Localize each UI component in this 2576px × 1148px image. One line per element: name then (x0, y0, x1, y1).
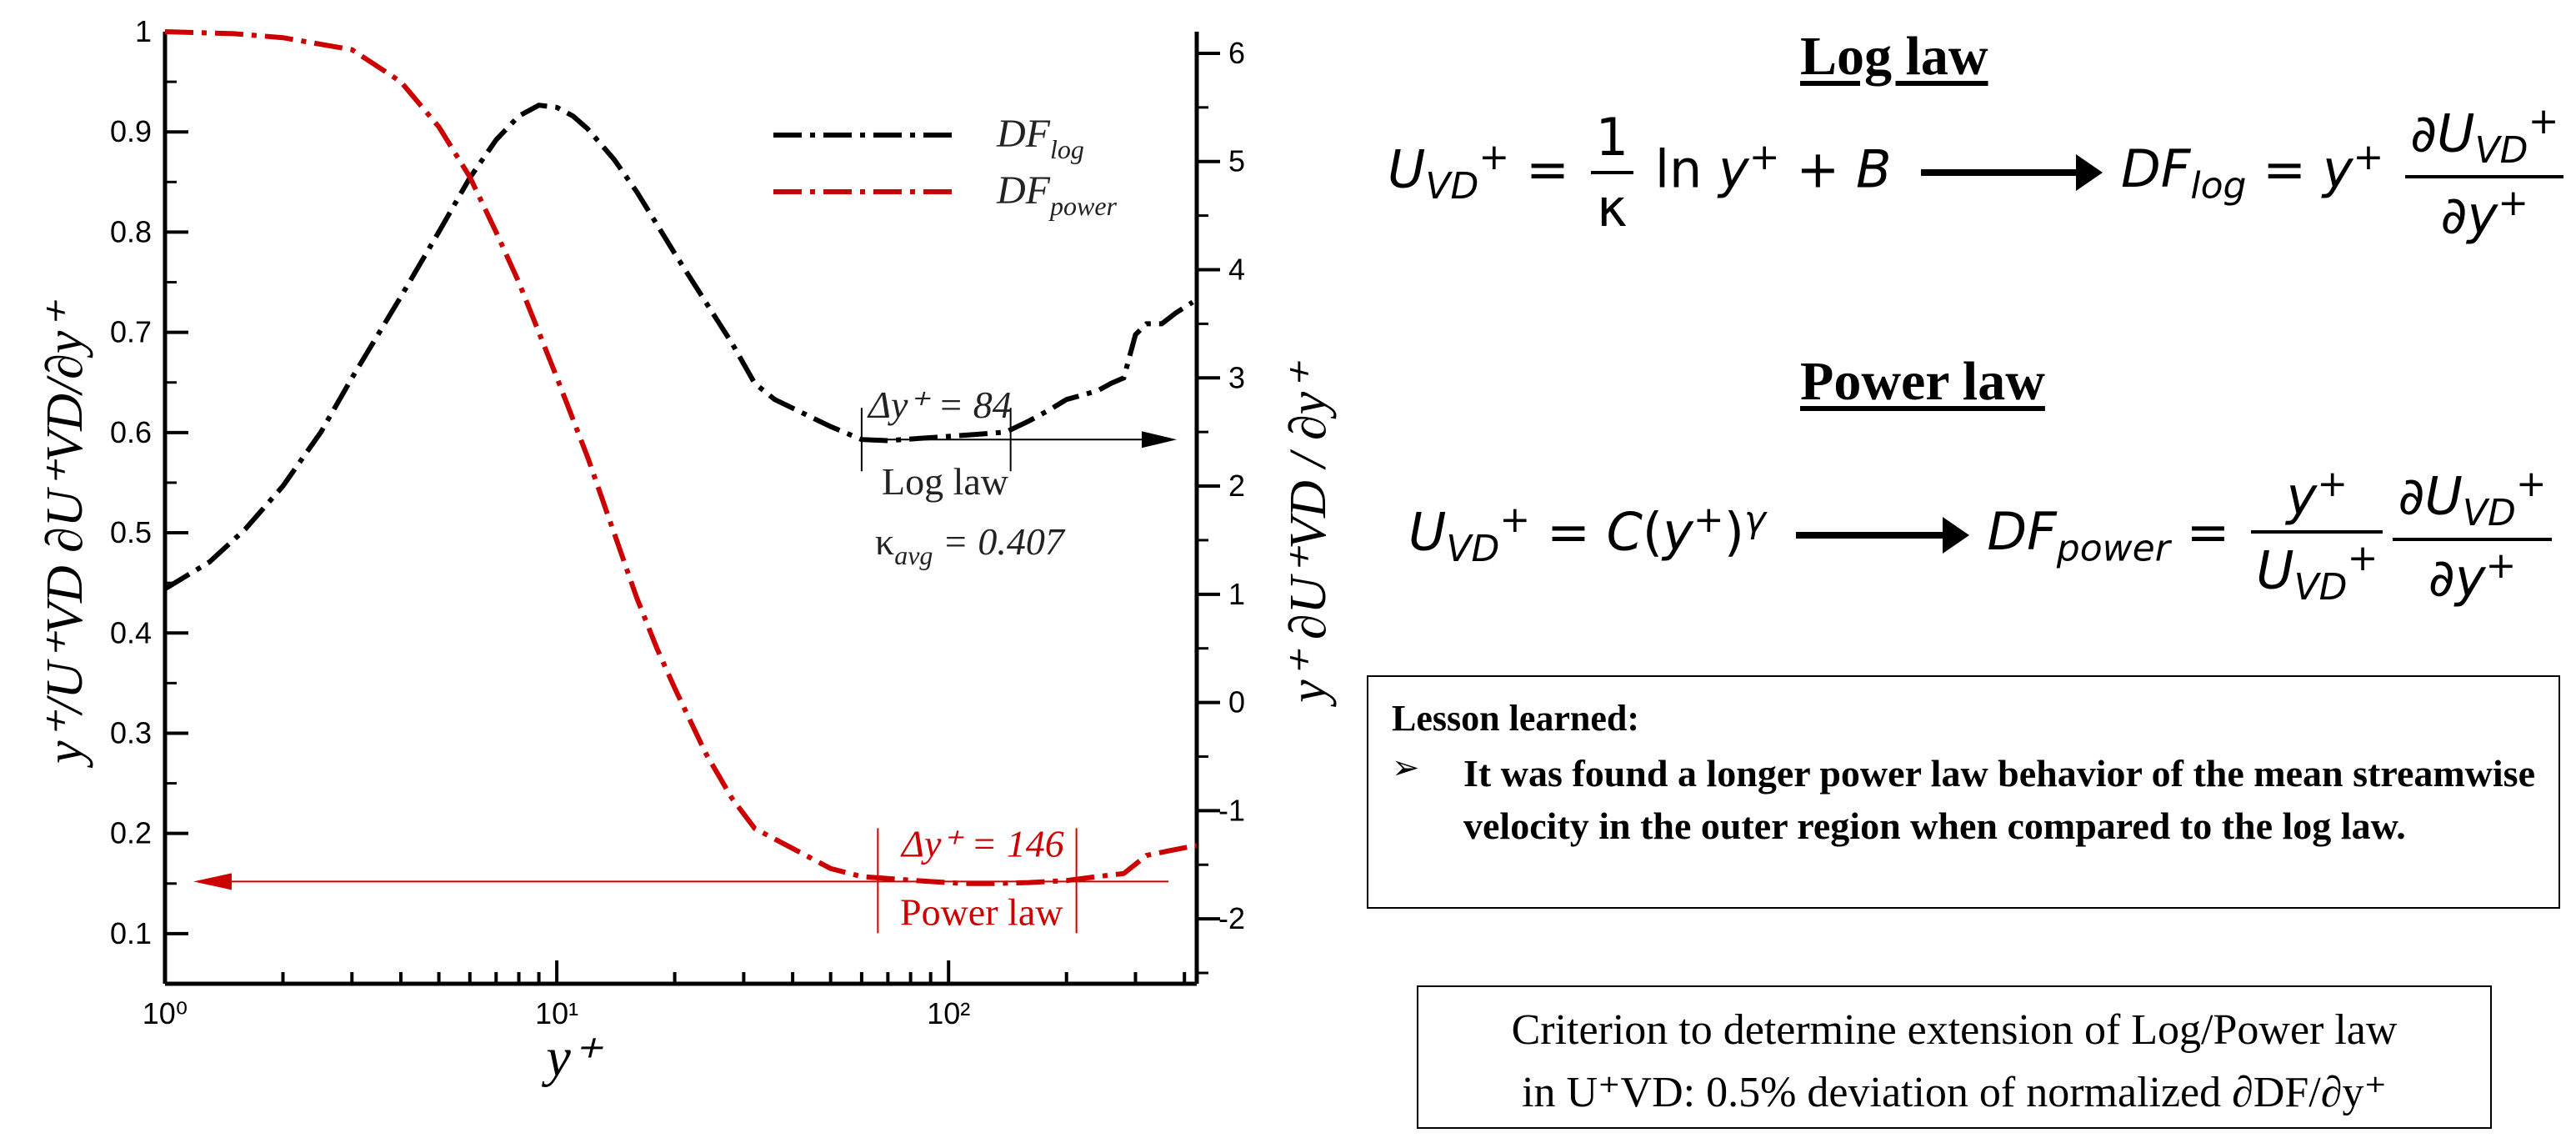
power-law-equation: UVD+ = C(y+)γ DFpower = y+ UVD+ ∂UVD+ ∂y+ (1408, 463, 2557, 609)
y-right-tick-label: -1 (1218, 793, 1245, 827)
criterion-box: Criterion to determine extension of Log/… (1417, 985, 2492, 1129)
y-left-tick-label: 0.1 (110, 916, 152, 950)
y-right-tick-label: -2 (1218, 901, 1245, 935)
y-left-tick-label: 0.5 (110, 515, 152, 549)
y-left-tick-label: 0.3 (110, 715, 152, 749)
y-right-tick-label: 6 (1228, 36, 1245, 70)
y-right-tick-label: 5 (1228, 144, 1245, 178)
lesson-text: It was found a longer power law behavior… (1463, 752, 2535, 847)
arrow-bullet-icon: ➢ (1392, 749, 1420, 786)
log-law-delta-label: Δy⁺ = 84 (867, 384, 1012, 426)
y-left-tick-label: 0.8 (110, 214, 152, 248)
criterion-line-2: in U⁺VD: 0.5% deviation of normalized ∂D… (1522, 1069, 2387, 1117)
power-law-arrow-head (193, 873, 232, 890)
legend-label-DF_power: DFpower (996, 168, 1118, 221)
y-left-tick-label: 0.2 (110, 816, 152, 850)
x-tick-label: 10² (927, 996, 970, 1030)
y-left-tick-label: 1 (135, 14, 152, 48)
power-law-delta-label: Δy⁺ = 146 (900, 822, 1064, 865)
y-left-tick-label: 0.4 (110, 615, 152, 649)
y-left-tick-label: 0.7 (110, 315, 152, 349)
log-law-arrow-head (1142, 431, 1177, 449)
log-law-header: Log law (1800, 26, 1988, 87)
y-left-tick-label: 0.6 (110, 415, 152, 449)
power-law-header: Power law (1800, 351, 2045, 412)
annotation-layer: Δy⁺ = 84 Log law κavg = 0.407 Δy⁺ = 146 Powe… (193, 384, 1177, 934)
y-right-axis-label: y⁺ ∂U⁺VD / ∂y⁺ (1280, 361, 1337, 708)
log-law-label: Log law (882, 460, 1009, 503)
lesson-title: Lesson learned: (1392, 698, 1639, 739)
axes-layer: 10⁰ 10¹ 10² y⁺ 0.1 0.2 0.3 0.4 0.5 0.6 0.7 0.8 0.9 1 -… (37, 14, 1337, 1088)
x-tick-label: 10⁰ (143, 996, 188, 1030)
y-right-tick-label: 2 (1228, 469, 1245, 503)
lesson-box: Lesson learned: ➢ It was found a longer … (1367, 675, 2560, 909)
y-left-axis-label: y⁺/U⁺VD ∂U⁺VD/∂y⁺ (37, 300, 93, 769)
power-law-label: Power law (900, 890, 1063, 933)
series-line-DF_log (163, 103, 1194, 591)
arrow-icon (1921, 154, 2103, 192)
legend-label-DF_log: DFlog (996, 112, 1084, 164)
arrow-icon (1795, 517, 1969, 554)
y-right-tick-label: 3 (1228, 360, 1245, 394)
dual-axis-line-chart: 10⁰ 10¹ 10² y⁺ 0.1 0.2 0.3 0.4 0.5 0.6 0.7 0.8 0.9 1 -… (37, 14, 1337, 1088)
x-axis-label: y⁺ (541, 1027, 603, 1088)
y-right-tick-label: 0 (1228, 685, 1245, 719)
y-left-tick-label: 0.9 (110, 114, 152, 148)
kappa-avg-label: κavg = 0.407 (875, 520, 1066, 570)
y-right-tick-label: 1 (1228, 577, 1245, 611)
criterion-line-1: Criterion to determine extension of Log/… (1511, 1006, 2398, 1054)
x-tick-label: 10¹ (535, 996, 578, 1030)
y-right-tick-label: 4 (1228, 253, 1245, 287)
series-line-DF_power (164, 29, 1198, 886)
